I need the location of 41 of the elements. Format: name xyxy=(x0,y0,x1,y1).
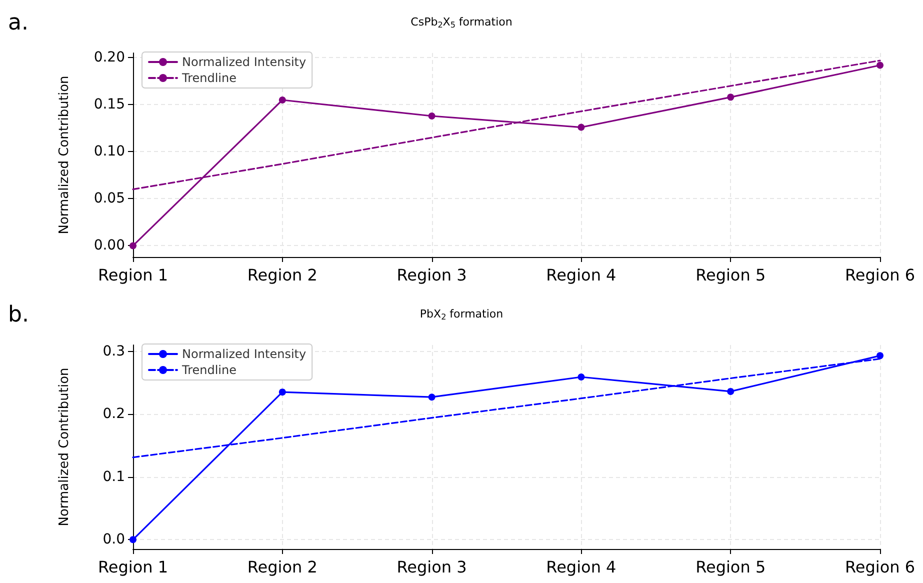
text: b. xyxy=(8,302,29,328)
point xyxy=(578,374,585,381)
y-tick-label: 0.3 xyxy=(102,343,125,360)
x-tick-label: Region 6 xyxy=(844,558,916,576)
legend-label: Trendline xyxy=(181,71,236,85)
point xyxy=(727,94,734,101)
x-tick-label: Region 2 xyxy=(247,266,318,284)
x-tick-label: Region 2 xyxy=(247,558,318,576)
point xyxy=(876,62,884,69)
x-tick-label: Region 3 xyxy=(396,558,467,576)
y-tick-label: 0.2 xyxy=(102,406,125,422)
legend-label: Normalized Intensity xyxy=(182,347,306,361)
y-tick-label: 0.00 xyxy=(94,238,125,254)
point xyxy=(130,242,136,250)
x-tick-label: Region 5 xyxy=(696,266,766,284)
point xyxy=(727,388,734,395)
legend-label: Normalized Intensity xyxy=(182,55,306,69)
y-tick-label: 0.10 xyxy=(94,144,125,160)
x-tick-label: Region 4 xyxy=(546,558,616,576)
x-tick-label: Region 3 xyxy=(396,266,467,284)
point xyxy=(428,112,436,120)
x-tick-label: Region 4 xyxy=(546,266,616,284)
point xyxy=(578,124,585,131)
x-tick-label: Region 1 xyxy=(98,558,168,576)
point xyxy=(278,96,286,104)
point xyxy=(130,536,136,544)
y-axis-title: Normalized Contribution xyxy=(57,76,72,234)
y-tick-label: 0.05 xyxy=(94,190,125,207)
text: a. xyxy=(8,10,28,36)
y-tick-label: 0.20 xyxy=(94,50,125,66)
legend-label: Trendline xyxy=(181,363,236,377)
point xyxy=(428,394,436,401)
y-tick-label: 0.15 xyxy=(94,96,125,113)
x-tick-label: Region 5 xyxy=(696,558,766,576)
point xyxy=(876,352,884,360)
x-tick-label: Region 6 xyxy=(844,266,916,284)
y-tick-label: 0.0 xyxy=(102,532,125,548)
y-axis-title: Normalized Contribution xyxy=(57,368,72,526)
x-tick-label: Region 1 xyxy=(98,266,168,284)
y-tick-label: 0.1 xyxy=(102,468,125,485)
point xyxy=(278,388,286,396)
